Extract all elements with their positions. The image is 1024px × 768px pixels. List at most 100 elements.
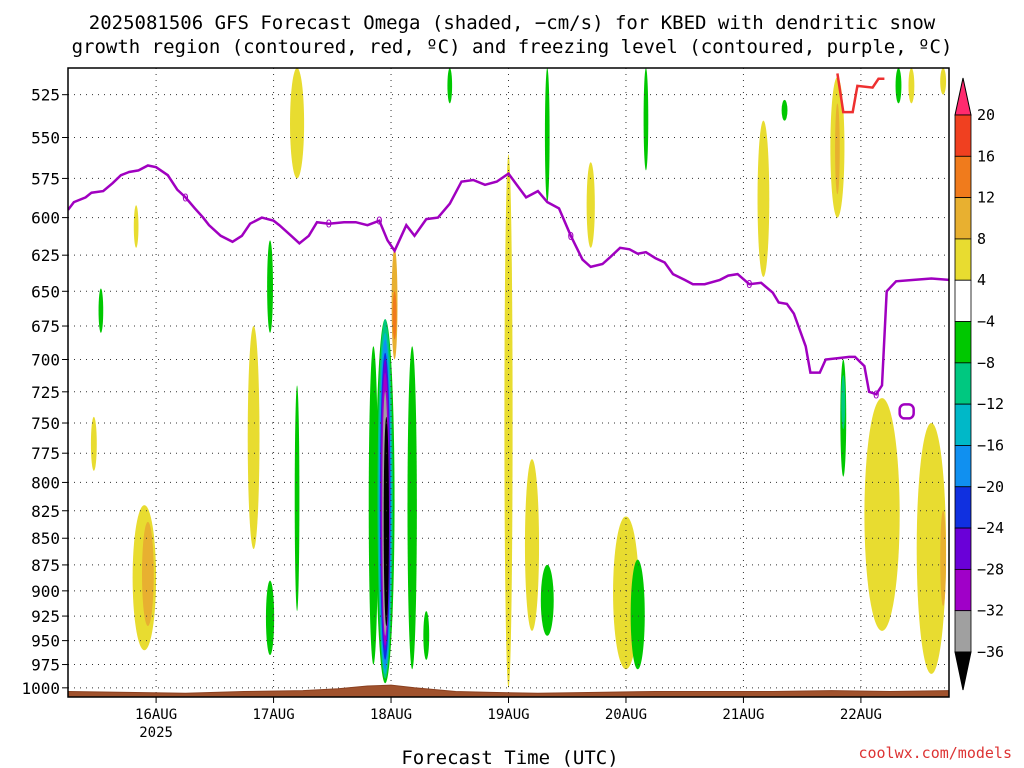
- colorbar-swatch: [954, 403, 972, 446]
- colorbar-swatch: [954, 197, 972, 240]
- y-tick-label: 650: [31, 282, 60, 301]
- colorbar-swatch: [954, 486, 972, 529]
- omega-area-up4: [247, 326, 260, 550]
- y-tick-label: 975: [31, 656, 60, 675]
- y-tick-label: 675: [31, 317, 60, 336]
- y-tick-label: 875: [31, 556, 60, 575]
- x-axis-label: Forecast Time (UTC): [401, 747, 618, 768]
- x-tick-label: 21AUG: [722, 707, 764, 723]
- omega-area-up4: [757, 120, 770, 278]
- omega-area-up8: [835, 103, 840, 195]
- colorbar-swatch: [954, 279, 972, 322]
- colorbar-label: −32: [977, 602, 1004, 620]
- omega-area-dn4: [643, 68, 649, 171]
- colorbar-label: 20: [977, 106, 995, 124]
- y-tick-label: 700: [31, 351, 60, 370]
- x-tick-label: 19AUG: [487, 707, 529, 723]
- y-tick-label: 850: [31, 529, 60, 548]
- colorbar-label: −24: [977, 519, 1004, 537]
- credit-link[interactable]: coolwx.com/models: [858, 744, 1012, 762]
- y-tick-label: 550: [31, 129, 60, 148]
- colorbar-label: 16: [977, 147, 995, 165]
- colorbar-label: −12: [977, 395, 1004, 413]
- colorbar-swatch: [954, 568, 972, 612]
- y-tick-label: 900: [31, 582, 60, 601]
- chart-title-line-1: 2025081506 GFS Forecast Omega (shaded, −…: [89, 12, 936, 34]
- freezing-level-contour-label: 0: [873, 388, 880, 401]
- omega-area-dn8: [841, 375, 846, 430]
- freezing-level-contour-label: 0: [746, 278, 753, 291]
- colorbar-label: −20: [977, 478, 1004, 496]
- x-tick-label: 16AUG: [135, 707, 177, 723]
- x-tick-label: 18AUG: [370, 707, 412, 723]
- y-tick-label: 575: [31, 169, 60, 188]
- freezing-level-contour-label: 0: [325, 218, 332, 231]
- dendritic-growth-contour: [836, 73, 885, 114]
- omega-area-up4: [864, 398, 900, 631]
- omega-area-up4: [90, 416, 97, 471]
- omega-area-dn4: [781, 99, 788, 121]
- colorbar-label: −8: [977, 354, 995, 372]
- colorbar-label: −36: [977, 643, 1004, 661]
- omega-area-dn4: [267, 240, 273, 333]
- omega-area-dn4: [294, 385, 300, 612]
- y-tick-label: 950: [31, 632, 60, 651]
- freezing-level-contour-label: 0: [567, 230, 574, 243]
- colorbar-swatch: [954, 445, 972, 488]
- freezing-level-line: [68, 164, 949, 396]
- plot-area: 0 0 0 0 0 0 525 550 575 600 625 650 675 700 725 750 775 8…: [21, 67, 950, 741]
- omega-area-up12: [392, 291, 397, 340]
- y-tick-label: 775: [31, 444, 60, 463]
- y-tick-label: 750: [31, 414, 60, 433]
- x-tick-label: 17AUG: [252, 707, 294, 723]
- freezing-level-contour-label: 0: [182, 191, 189, 204]
- omega-area-up4: [940, 68, 947, 95]
- surface-terrain: [68, 684, 949, 697]
- omega-shading: [90, 68, 947, 688]
- omega-area-up4: [908, 68, 915, 104]
- omega-area-up4: [504, 154, 513, 688]
- y-tick-label: 825: [31, 502, 60, 521]
- omega-area-dn4: [407, 346, 417, 670]
- x-tick-label: 22AUG: [840, 707, 882, 723]
- chart-title-line-2: growth region (contoured, red, ºC) and f…: [72, 36, 953, 58]
- y-tick-label: 625: [31, 246, 60, 265]
- colorbar-swatch: [954, 610, 972, 653]
- omega-area-dn4: [368, 346, 379, 665]
- omega-area-dn4: [423, 611, 430, 660]
- colorbar: 20 16 12 8 4 −4 −8 −12 −16 −20 −24 −28 −32 −36: [954, 77, 1004, 691]
- colorbar-swatch: [954, 238, 972, 281]
- colorbar-label: −4: [977, 313, 995, 331]
- omega-area-up8: [940, 510, 947, 607]
- y-tick-label: 725: [31, 383, 60, 402]
- omega-area-up4: [133, 205, 139, 248]
- x-tick-year-label: 2025: [139, 725, 173, 741]
- colorbar-top-arrow: [954, 77, 972, 116]
- omega-area-up8: [142, 521, 154, 626]
- colorbar-label: 12: [977, 189, 995, 207]
- y-tick-label: 1000: [21, 679, 60, 698]
- y-tick-label: 600: [31, 209, 60, 228]
- colorbar-label: 4: [977, 271, 986, 289]
- colorbar-swatch: [954, 114, 972, 157]
- omega-area-up4: [290, 68, 305, 179]
- x-tick-label: 20AUG: [605, 707, 647, 723]
- omega-area-up4: [586, 162, 595, 248]
- colorbar-label: 8: [977, 230, 986, 248]
- colorbar-swatch: [954, 321, 972, 364]
- omega-area-dn4: [98, 288, 104, 333]
- omega-area-dn4: [447, 68, 453, 104]
- y-tick-label: 525: [31, 86, 60, 105]
- omega-area-up4: [916, 423, 947, 674]
- omega-area-dn4: [630, 559, 645, 670]
- omega-area-dn36: [383, 416, 389, 626]
- freezing-level-contour-label: 0: [376, 215, 383, 228]
- colorbar-swatch: [954, 527, 972, 570]
- colorbar-bottom-arrow: [954, 651, 972, 691]
- freezing-level-closed-contour: [898, 403, 915, 420]
- omega-area-dn4: [540, 564, 554, 636]
- colorbar-label: −16: [977, 436, 1004, 454]
- colorbar-swatch: [954, 362, 972, 405]
- colorbar-swatch: [954, 155, 972, 199]
